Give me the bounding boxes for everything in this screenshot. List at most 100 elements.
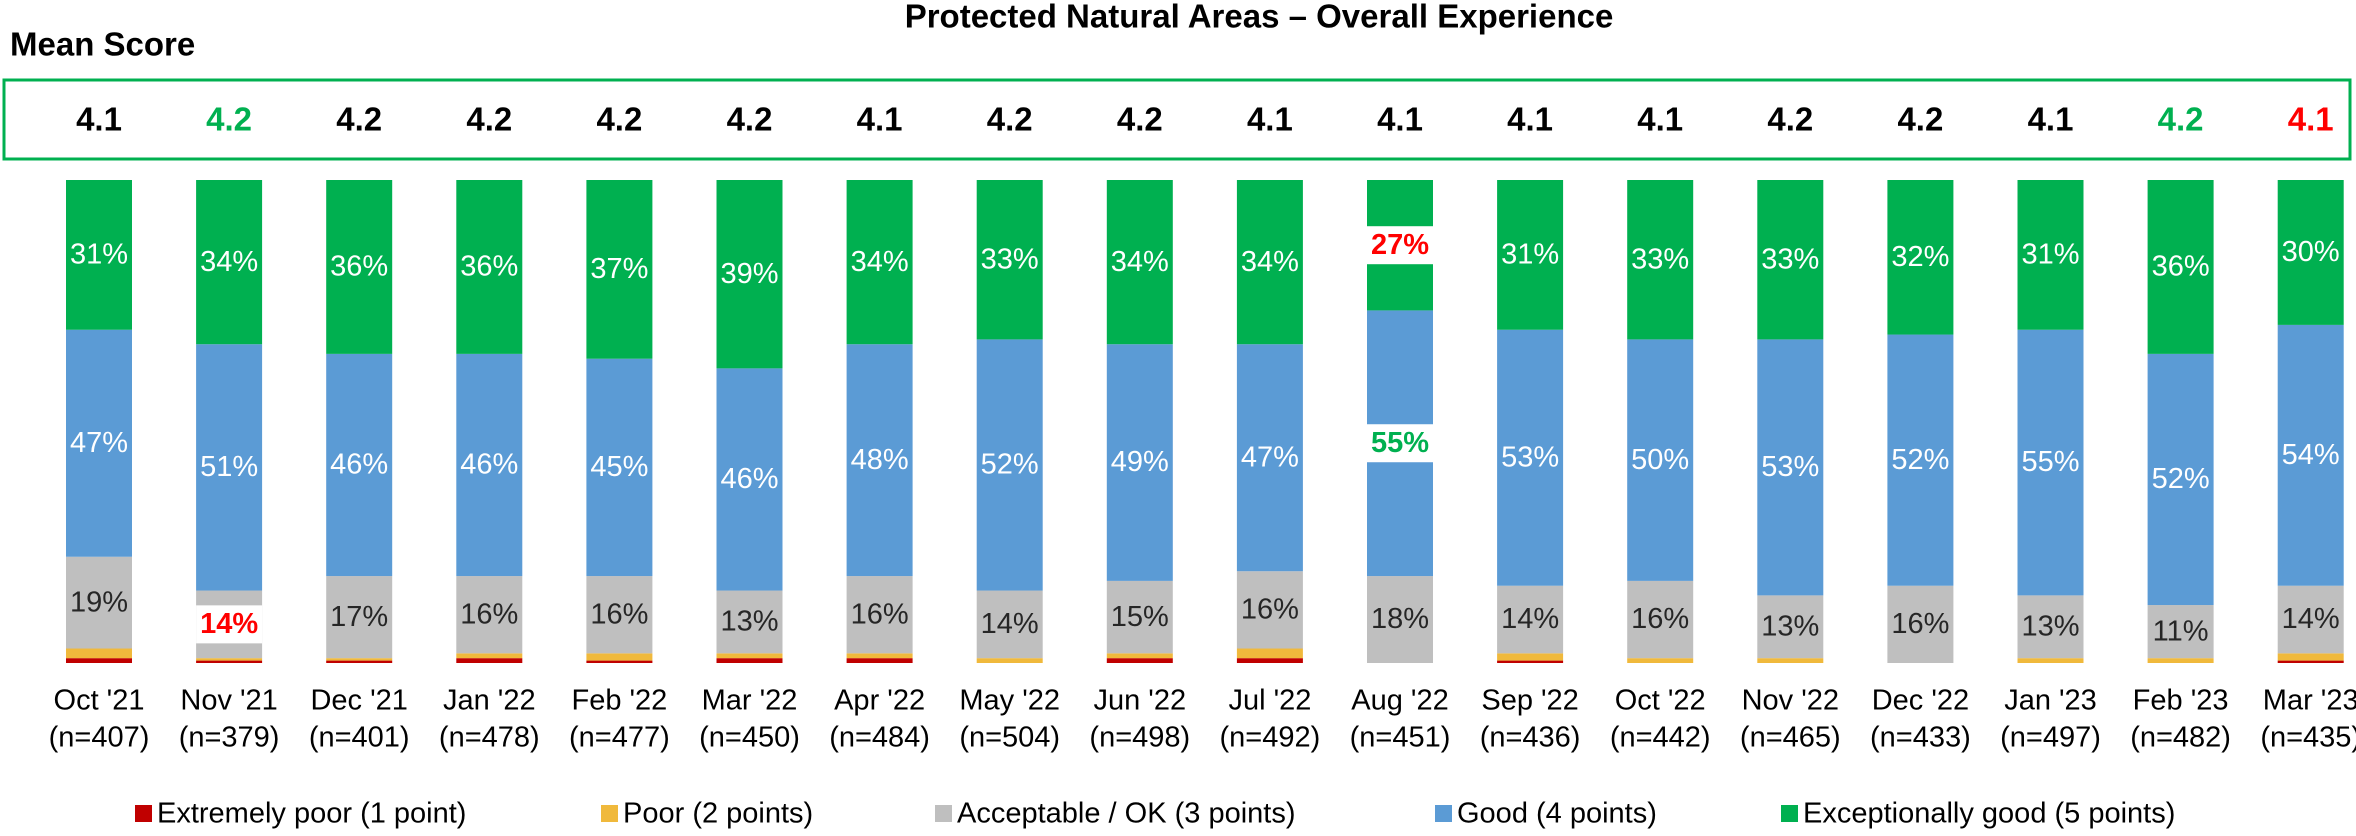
data-label: 16% bbox=[1631, 603, 1689, 635]
bar-segment bbox=[2277, 653, 2344, 661]
legend-label: Exceptionally good (5 points) bbox=[1803, 798, 2175, 830]
sample-size-label: (n=436) bbox=[1480, 722, 1581, 754]
bar-segment bbox=[1106, 658, 1173, 663]
data-label: 32% bbox=[1891, 241, 1949, 273]
data-label: 16% bbox=[590, 598, 648, 630]
bar-segment bbox=[716, 180, 783, 369]
x-tick-label: Oct '21 bbox=[54, 685, 145, 717]
sample-size-label: (n=433) bbox=[1870, 722, 1971, 754]
mean-score-label: Mean Score bbox=[10, 26, 195, 63]
data-label: 16% bbox=[1241, 594, 1299, 626]
sample-size-label: (n=465) bbox=[1740, 722, 1841, 754]
x-tick-label: Oct '22 bbox=[1615, 685, 1706, 717]
sample-size-label: (n=478) bbox=[439, 722, 540, 754]
mean-score: 4.2 bbox=[727, 101, 773, 138]
label-highlight-box bbox=[1367, 226, 1433, 265]
data-label: 47% bbox=[70, 427, 128, 459]
legend-swatch bbox=[935, 805, 952, 822]
data-label: 13% bbox=[2021, 610, 2079, 642]
bar-segment bbox=[326, 180, 393, 354]
bar-segment bbox=[456, 180, 523, 354]
legend-label: Acceptable / OK (3 points) bbox=[957, 798, 1296, 830]
data-label: 45% bbox=[590, 451, 648, 483]
data-label: 33% bbox=[1631, 243, 1689, 275]
mean-score: 4.2 bbox=[987, 101, 1033, 138]
x-tick-label: Dec '22 bbox=[1872, 685, 1969, 717]
bar-segment bbox=[2277, 180, 2344, 325]
bar-segment bbox=[1627, 180, 1694, 340]
x-tick-label: Mar '22 bbox=[702, 685, 798, 717]
bar-segment bbox=[2277, 324, 2344, 586]
bar-segment bbox=[2017, 180, 2084, 330]
chart-title: Protected Natural Areas – Overall Experi… bbox=[905, 0, 1614, 35]
bar-segment bbox=[456, 653, 523, 659]
bar-segment bbox=[716, 590, 783, 654]
bar-segment bbox=[716, 653, 783, 659]
mean-score: 4.1 bbox=[1637, 101, 1683, 138]
bar-segment bbox=[586, 576, 653, 654]
mean-score: 4.1 bbox=[1377, 101, 1423, 138]
data-label: 14% bbox=[981, 608, 1039, 640]
bar-segment bbox=[1106, 344, 1173, 581]
bar-segment bbox=[2147, 658, 2214, 663]
bar-segment bbox=[196, 658, 263, 661]
bar-segment bbox=[66, 658, 132, 663]
bar-segment bbox=[1106, 180, 1173, 345]
bar-segment bbox=[1497, 660, 1564, 663]
mean-score: 4.1 bbox=[2288, 101, 2334, 138]
bar-segment bbox=[326, 353, 393, 577]
bar-segment bbox=[2277, 660, 2344, 663]
bar-segment bbox=[326, 658, 393, 661]
mean-score: 4.2 bbox=[2158, 101, 2204, 138]
sample-size-label: (n=451) bbox=[1350, 722, 1451, 754]
sample-size-label: (n=492) bbox=[1220, 722, 1321, 754]
data-label: 52% bbox=[981, 449, 1039, 481]
bar-segment bbox=[196, 660, 263, 663]
data-label: 13% bbox=[720, 606, 778, 638]
data-label: 33% bbox=[1761, 243, 1819, 275]
sample-size-label: (n=407) bbox=[49, 722, 150, 754]
mean-score: 4.2 bbox=[336, 101, 382, 138]
x-tick-label: Jan '23 bbox=[2004, 685, 2097, 717]
bar-segment bbox=[1757, 339, 1824, 596]
bar-segment bbox=[586, 653, 653, 661]
data-label: 55% bbox=[1371, 427, 1429, 459]
data-label: 53% bbox=[1761, 451, 1819, 483]
data-label: 46% bbox=[460, 449, 518, 481]
legend-swatch bbox=[1781, 805, 1798, 822]
x-tick-label: Jun '22 bbox=[1093, 685, 1186, 717]
data-label: 31% bbox=[70, 239, 128, 271]
data-label: 51% bbox=[200, 451, 258, 483]
bar-segment bbox=[1367, 576, 1433, 663]
mean-score: 4.2 bbox=[1117, 101, 1163, 138]
label-highlight-box bbox=[1367, 424, 1433, 463]
bar-segment bbox=[326, 576, 393, 659]
bar-segment bbox=[1627, 339, 1694, 581]
data-label: 46% bbox=[330, 449, 388, 481]
mean-score: 4.1 bbox=[1247, 101, 1293, 138]
mean-score: 4.1 bbox=[857, 101, 903, 138]
sample-size-label: (n=497) bbox=[2000, 722, 2101, 754]
data-label: 36% bbox=[460, 251, 518, 283]
bar-segment bbox=[976, 339, 1043, 591]
bar-segment bbox=[1757, 180, 1824, 340]
sample-size-label: (n=379) bbox=[179, 722, 280, 754]
x-tick-label: Dec '21 bbox=[310, 685, 407, 717]
mean-score-box bbox=[2, 78, 2352, 161]
data-label: 46% bbox=[720, 463, 778, 495]
data-label: 34% bbox=[200, 246, 258, 278]
data-label: 36% bbox=[2152, 251, 2210, 283]
data-label: 33% bbox=[981, 243, 1039, 275]
legend-swatch bbox=[135, 805, 152, 822]
data-label: 37% bbox=[590, 253, 648, 285]
mean-score: 4.2 bbox=[1897, 101, 1943, 138]
bar-segment bbox=[1236, 658, 1303, 663]
bar-segment bbox=[456, 658, 523, 663]
mean-score: 4.1 bbox=[76, 101, 122, 138]
bar-segment bbox=[1497, 180, 1564, 330]
data-label: 11% bbox=[2153, 615, 2209, 647]
bar-segment bbox=[66, 180, 132, 330]
bar-segment bbox=[326, 660, 393, 663]
bar-segment bbox=[1887, 334, 1954, 586]
sample-size-label: (n=450) bbox=[699, 722, 800, 754]
